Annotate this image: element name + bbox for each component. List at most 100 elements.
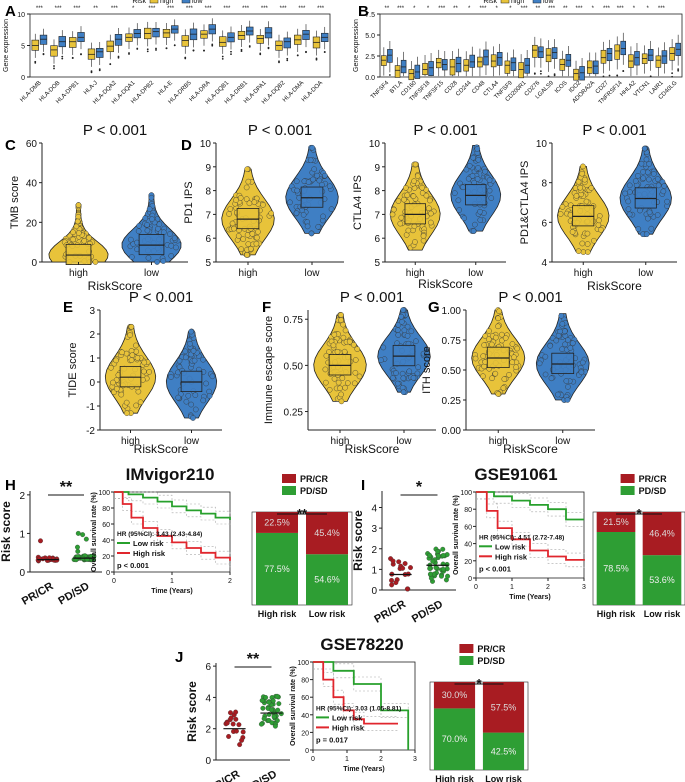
outlier bbox=[230, 53, 232, 55]
data-point bbox=[582, 177, 587, 182]
y-tick-label: 6 bbox=[205, 662, 211, 673]
data-point bbox=[147, 369, 152, 374]
significance-mark: * bbox=[496, 6, 499, 12]
data-point bbox=[342, 349, 347, 354]
data-point bbox=[38, 539, 43, 544]
data-point bbox=[306, 180, 311, 185]
significance-mark: *** bbox=[658, 6, 666, 12]
data-point bbox=[415, 173, 420, 178]
data-point bbox=[568, 345, 573, 350]
data-point bbox=[239, 738, 244, 743]
y-tick-label: 6 bbox=[205, 234, 211, 245]
y-tick-label: -1 bbox=[86, 402, 95, 413]
y-tick-label: 9 bbox=[205, 163, 211, 174]
box-low bbox=[429, 61, 434, 75]
box-low bbox=[552, 48, 557, 59]
outlier bbox=[211, 45, 213, 47]
box-high bbox=[601, 50, 606, 63]
data-point bbox=[537, 361, 542, 366]
x-axis-label: RiskScore bbox=[418, 277, 473, 291]
data-point bbox=[184, 399, 189, 404]
legend-label-high: high bbox=[160, 0, 173, 5]
data-point bbox=[401, 307, 406, 312]
significance-mark: ** bbox=[297, 506, 308, 521]
data-point bbox=[248, 246, 253, 251]
data-point bbox=[343, 328, 348, 333]
y-tick-label: 20 bbox=[464, 559, 472, 566]
data-point bbox=[420, 185, 425, 190]
data-point bbox=[570, 341, 575, 346]
y-tick-label: 10 bbox=[536, 139, 548, 150]
y-tick-label: 0 bbox=[19, 568, 25, 579]
x-tick-label: 0 bbox=[311, 756, 315, 763]
data-point bbox=[645, 170, 650, 175]
data-point bbox=[277, 701, 282, 706]
data-point bbox=[351, 342, 356, 347]
data-point bbox=[493, 335, 498, 340]
data-point bbox=[355, 347, 360, 352]
data-point bbox=[395, 327, 400, 332]
x-tick-label: 1 bbox=[345, 756, 349, 763]
significance-mark: *** bbox=[55, 6, 63, 12]
significance-mark: *** bbox=[603, 6, 611, 12]
data-point bbox=[275, 708, 280, 713]
outlier bbox=[184, 58, 186, 60]
outlier bbox=[222, 56, 224, 58]
box-high bbox=[182, 36, 189, 47]
data-point bbox=[496, 391, 501, 396]
data-point bbox=[506, 372, 511, 377]
data-point bbox=[554, 338, 559, 343]
box-high bbox=[656, 56, 661, 67]
data-point bbox=[342, 385, 347, 390]
y-axis-label: Immune escape score bbox=[263, 316, 275, 424]
data-point bbox=[513, 365, 518, 370]
data-point bbox=[394, 580, 399, 585]
y-tick-label: 0 bbox=[205, 756, 211, 767]
data-point bbox=[75, 219, 80, 224]
data-point bbox=[543, 372, 548, 377]
data-point bbox=[633, 178, 638, 183]
data-point bbox=[515, 346, 520, 351]
outlier bbox=[540, 73, 542, 75]
significance-mark: * bbox=[633, 6, 636, 12]
data-point bbox=[486, 328, 491, 333]
significance-mark: *** bbox=[521, 6, 529, 12]
legend-label-pr: PR/CR bbox=[477, 644, 506, 654]
data-point bbox=[412, 239, 417, 244]
x-tick-label: High risk bbox=[597, 609, 637, 619]
y-tick-label: 0.75 bbox=[442, 336, 462, 347]
data-point bbox=[338, 312, 343, 317]
y-tick-label: 40 bbox=[102, 538, 110, 545]
significance-mark: *** bbox=[576, 6, 584, 12]
data-point bbox=[585, 249, 590, 254]
data-point bbox=[193, 407, 198, 412]
y-tick-label: 60 bbox=[464, 524, 472, 531]
y-tick-label: 3 bbox=[89, 306, 95, 317]
data-point bbox=[647, 210, 652, 215]
data-point bbox=[71, 237, 76, 242]
outlier bbox=[174, 44, 176, 46]
y-tick-label: 60 bbox=[26, 139, 38, 150]
x-axis-label: Time (Years) bbox=[509, 594, 551, 601]
x-tick-label: PR/CR bbox=[206, 768, 242, 782]
data-point bbox=[336, 380, 341, 385]
y-axis-label: Overall survival rate (%) bbox=[290, 666, 297, 746]
y-tick-label: 1.00 bbox=[442, 306, 462, 317]
panel-letter-e: E bbox=[63, 299, 73, 316]
outlier bbox=[609, 75, 611, 77]
data-point bbox=[639, 161, 644, 166]
data-point bbox=[37, 556, 42, 561]
box-low bbox=[538, 47, 543, 58]
data-point bbox=[510, 360, 515, 365]
significance-mark: *** bbox=[205, 6, 213, 12]
data-point bbox=[254, 235, 259, 240]
data-point bbox=[440, 547, 445, 552]
data-point bbox=[136, 229, 141, 234]
data-point bbox=[108, 365, 113, 370]
data-point bbox=[472, 222, 477, 227]
outlier bbox=[203, 50, 205, 52]
significance-mark: ** bbox=[247, 651, 260, 668]
data-point bbox=[489, 376, 494, 381]
bar-label-pd: 77.5% bbox=[264, 564, 290, 574]
data-point bbox=[664, 199, 669, 204]
